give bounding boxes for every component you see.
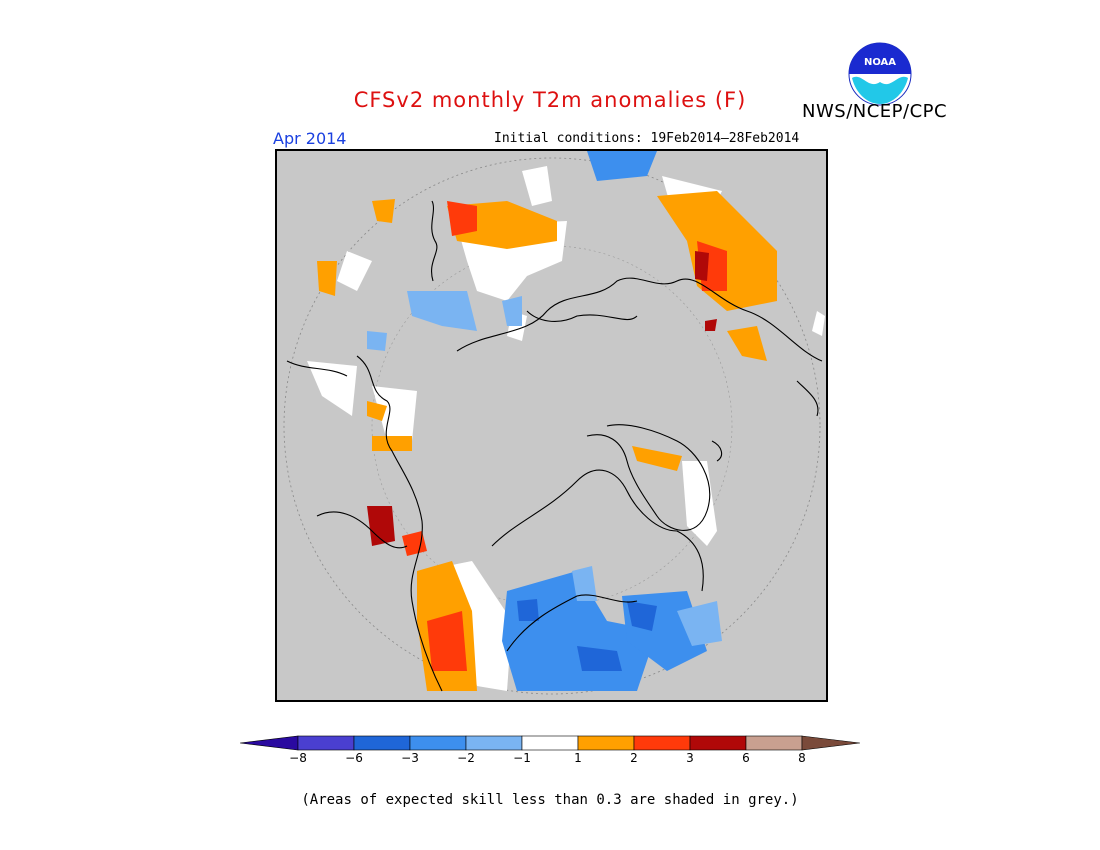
strong-cold-anomaly-areas — [517, 599, 657, 671]
legend-tick-label: 6 — [742, 751, 750, 765]
skill-footnote: (Areas of expected skill less than 0.3 a… — [301, 792, 799, 808]
legend-tick-label: −2 — [457, 751, 475, 765]
extreme-warm-anomaly-areas — [367, 251, 717, 546]
strong-warm-anomaly-areas — [402, 201, 727, 671]
legend-tick-label: −3 — [401, 751, 419, 765]
latitude-circle — [371, 245, 733, 607]
legend-bin-2 — [353, 735, 411, 751]
legend-colorbar — [240, 735, 860, 751]
legend-bin-7 — [633, 735, 691, 751]
legend-tick-label: −6 — [345, 751, 363, 765]
legend-tick-label: 2 — [630, 751, 638, 765]
logo-text: NOAA — [864, 57, 896, 68]
legend-bin-9 — [745, 735, 803, 751]
valid-month: Apr 2014 — [273, 129, 347, 148]
initial-conditions: Initial conditions: 19Feb2014–28Feb2014 — [494, 131, 800, 146]
noaa-logo: NOAA — [848, 42, 912, 106]
legend-bin-6 — [577, 735, 635, 751]
map-title: CFSv2 monthly T2m anomalies (F) — [353, 88, 747, 112]
map-boundary-circle — [283, 157, 821, 695]
legend-tick-label: 3 — [686, 751, 694, 765]
coastlines — [286, 200, 823, 692]
legend-bin-4 — [465, 735, 523, 751]
legend-bin-8 — [689, 735, 747, 751]
legend-tick-label: 1 — [574, 751, 582, 765]
agency-label: NWS/NCEP/CPC — [802, 101, 948, 122]
legend-bin-arrow-high — [801, 735, 860, 751]
legend-tick-label: −8 — [289, 751, 307, 765]
legend-bin-3 — [409, 735, 467, 751]
weak-cold-anomaly-areas — [367, 291, 722, 646]
legend-bin-arrow-low — [240, 735, 299, 751]
legend-tick-label: 8 — [798, 751, 806, 765]
legend-tick-label: −1 — [513, 751, 531, 765]
legend-bin-5 — [521, 735, 579, 751]
polar-map — [275, 149, 828, 702]
legend-bin-1 — [297, 735, 355, 751]
